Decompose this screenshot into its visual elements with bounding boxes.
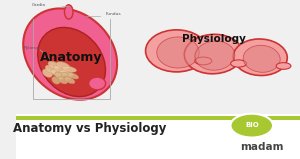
Ellipse shape	[243, 45, 280, 72]
Text: Cardia: Cardia	[32, 3, 46, 7]
Ellipse shape	[61, 72, 71, 79]
Ellipse shape	[59, 70, 73, 76]
Ellipse shape	[88, 77, 106, 90]
Text: Physiology: Physiology	[182, 34, 245, 44]
Ellipse shape	[231, 60, 247, 67]
Text: BIO: BIO	[245, 122, 259, 128]
Circle shape	[230, 114, 273, 138]
Ellipse shape	[54, 66, 66, 73]
Ellipse shape	[48, 61, 59, 69]
Ellipse shape	[157, 37, 199, 68]
Ellipse shape	[276, 63, 291, 69]
Bar	[16, 114, 300, 159]
Ellipse shape	[233, 39, 287, 76]
Ellipse shape	[195, 41, 235, 70]
Text: Fundus: Fundus	[106, 12, 121, 16]
Text: Anatomy: Anatomy	[40, 51, 103, 64]
Ellipse shape	[45, 65, 56, 73]
Ellipse shape	[51, 69, 63, 77]
Text: madam: madam	[240, 142, 284, 152]
Ellipse shape	[23, 8, 117, 100]
Ellipse shape	[146, 30, 208, 72]
Ellipse shape	[56, 62, 70, 69]
Ellipse shape	[64, 5, 73, 19]
Ellipse shape	[55, 72, 64, 80]
Ellipse shape	[184, 34, 243, 74]
Ellipse shape	[42, 69, 52, 77]
Ellipse shape	[67, 73, 79, 79]
Ellipse shape	[195, 57, 212, 65]
Ellipse shape	[62, 66, 76, 72]
Ellipse shape	[64, 77, 75, 84]
Ellipse shape	[58, 77, 68, 84]
Bar	[16, 116, 300, 120]
Ellipse shape	[52, 76, 60, 84]
Text: Pylorus: Pylorus	[23, 46, 39, 50]
Text: Anatomy vs Physiology: Anatomy vs Physiology	[13, 122, 167, 135]
Ellipse shape	[38, 27, 106, 97]
